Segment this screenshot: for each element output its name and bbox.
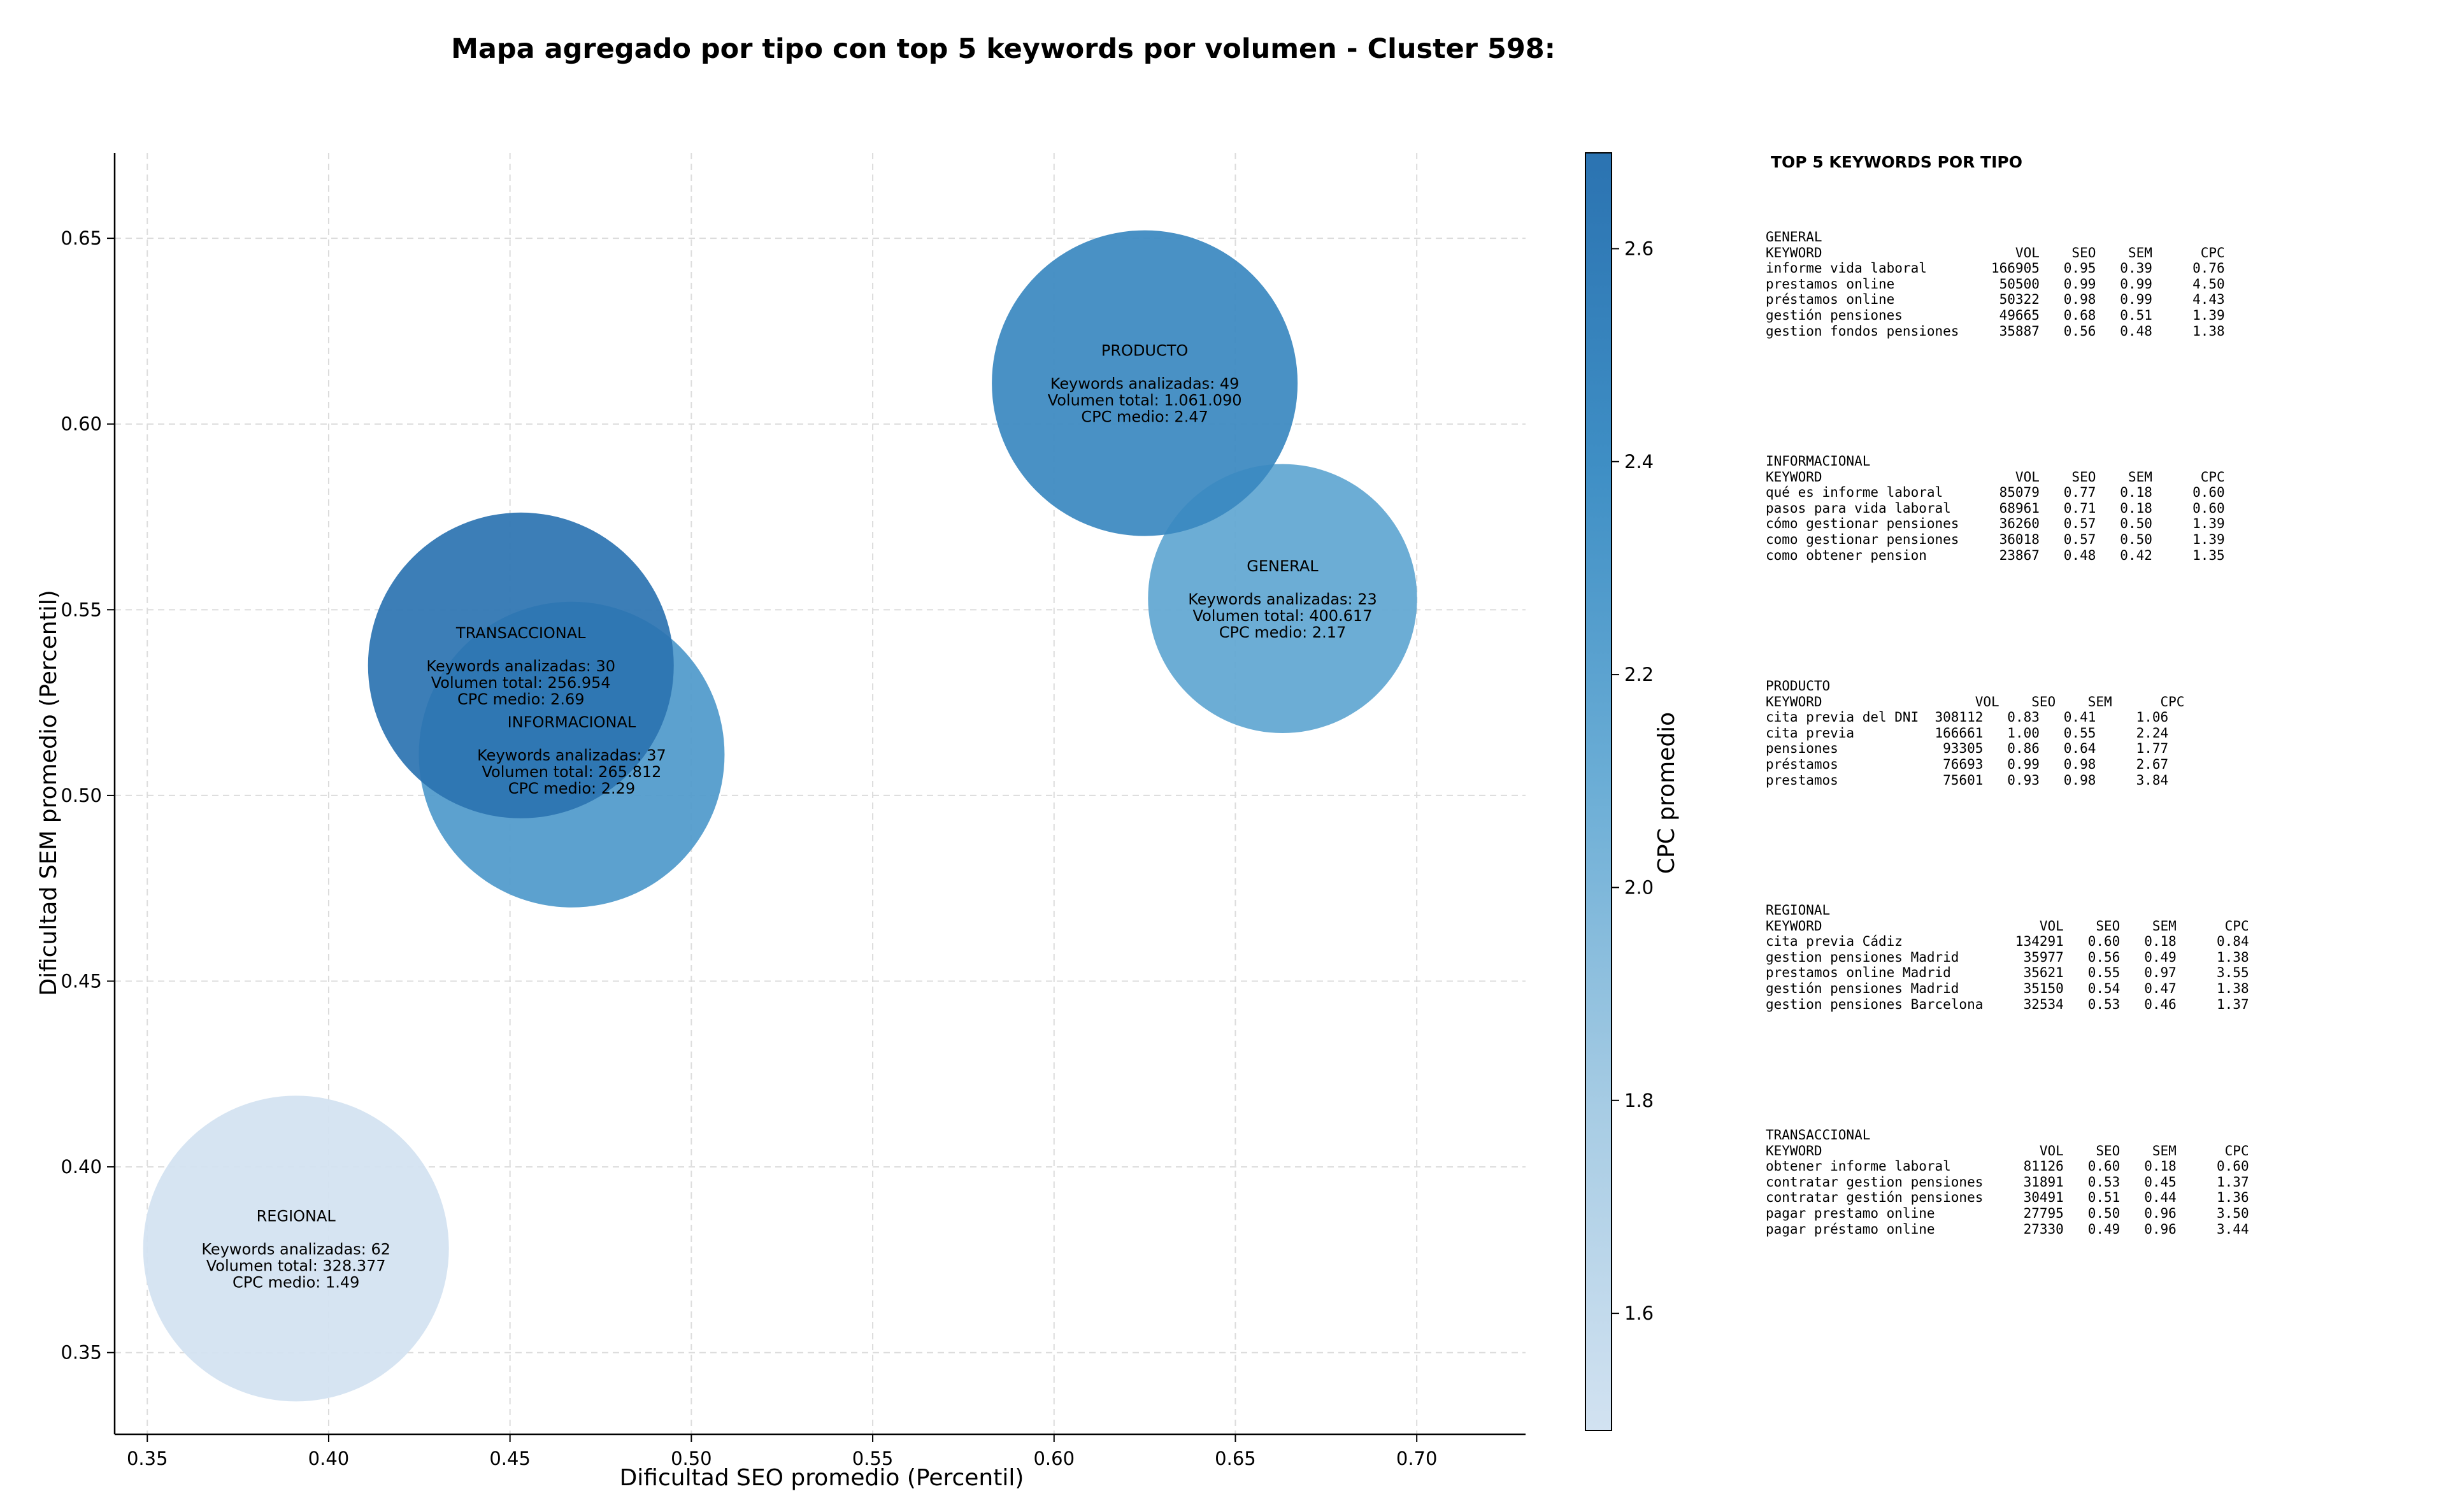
bubble-label-line: CPC medio: 2.47 xyxy=(1081,408,1208,426)
bubble-label-line: Keywords analizadas: 23 xyxy=(1188,590,1377,608)
colorbar-tick-label: 2.2 xyxy=(1624,664,1654,685)
bubble-producto xyxy=(992,230,1298,536)
x-tick-label: 0.55 xyxy=(852,1448,894,1469)
colorbar-tick-label: 2.0 xyxy=(1624,876,1654,898)
bubble-label-line: Keywords analizadas: 37 xyxy=(477,746,666,764)
y-tick-label: 0.35 xyxy=(61,1342,102,1364)
bubble-general xyxy=(1148,464,1417,734)
bubble-transaccional xyxy=(368,512,674,818)
y-tick-label: 0.50 xyxy=(61,785,102,806)
colorbar-label: CPC promedio xyxy=(1654,712,1680,874)
keywords-table-producto: PRODUCTO KEYWORD VOL SEO SEM CPC cita pr… xyxy=(1766,678,2185,788)
panel-heading: TOP 5 KEYWORDS POR TIPO xyxy=(1771,153,2022,171)
bubble-label-line: Keywords analizadas: 30 xyxy=(426,657,615,675)
bubble-label-title: TRANSACCIONAL xyxy=(455,624,586,642)
bubble-label-title: INFORMACIONAL xyxy=(508,713,636,731)
colorbar-tick-label: 1.6 xyxy=(1624,1302,1654,1324)
axes: 0.35 0.40 0.45 0.50 0.55 0.60 0.65 0.70 0.35 0.40… xyxy=(61,153,1526,1469)
keywords-table-general: GENERAL KEYWORD VOL SEO SEM CPC informe … xyxy=(1766,229,2225,339)
bubble-label-line: Volumen total: 1.061.090 xyxy=(1048,392,1242,410)
chart-title: Mapa agregado por tipo con top 5 keyword… xyxy=(451,33,1556,65)
bubble-label-line: Keywords analizadas: 49 xyxy=(1050,375,1240,393)
keywords-table-transaccional: TRANSACCIONAL KEYWORD VOL SEO SEM CPC ob… xyxy=(1766,1127,2249,1237)
y-tick-label: 0.65 xyxy=(61,227,102,249)
colorbar: 1.6 1.8 2.0 2.2 2.4 2.6 xyxy=(1585,152,1654,1431)
colorbar-tick-label: 1.8 xyxy=(1624,1090,1654,1111)
y-tick-label: 0.40 xyxy=(61,1156,102,1178)
x-axis-label: Dificultad SEO promedio (Percentil) xyxy=(620,1465,1024,1491)
y-axis-label: Dificultad SEM promedio (Percentil) xyxy=(36,590,62,996)
bubble-label-title: PRODUCTO xyxy=(1101,342,1188,360)
bubble-label-line: CPC medio: 2.29 xyxy=(508,780,636,797)
x-tick-label: 0.50 xyxy=(671,1448,712,1469)
bubble-label-line: Keywords analizadas: 62 xyxy=(201,1240,390,1258)
keywords-table-informacional: INFORMACIONAL KEYWORD VOL SEO SEM CPC qu… xyxy=(1766,453,2225,563)
x-tick-label: 0.40 xyxy=(308,1448,350,1469)
bubble-label-title: GENERAL xyxy=(1247,557,1319,575)
x-tick-label: 0.45 xyxy=(489,1448,531,1469)
x-tick-label: 0.70 xyxy=(1396,1448,1438,1469)
y-tick-label: 0.60 xyxy=(61,413,102,435)
x-tick-label: 0.65 xyxy=(1215,1448,1256,1469)
colorbar-gradient xyxy=(1585,152,1612,1431)
bubble-label-line: Volumen total: 265.812 xyxy=(482,763,661,781)
bubble-label-line: Volumen total: 256.954 xyxy=(431,674,611,692)
colorbar-tick-label: 2.6 xyxy=(1624,238,1654,259)
bubble-label-line: CPC medio: 2.69 xyxy=(457,690,585,708)
keywords-table-regional: REGIONAL KEYWORD VOL SEO SEM CPC cita pr… xyxy=(1766,902,2249,1012)
colorbar-tick-label: 2.4 xyxy=(1624,451,1654,473)
x-tick-label: 0.60 xyxy=(1033,1448,1075,1469)
x-tick-label: 0.35 xyxy=(127,1448,168,1469)
bubble-label-line: Volumen total: 328.377 xyxy=(206,1257,386,1274)
bubble-label-title: REGIONAL xyxy=(257,1207,336,1225)
bubble-regional xyxy=(143,1095,449,1402)
bubble-label-line: CPC medio: 1.49 xyxy=(232,1273,360,1291)
y-tick-label: 0.55 xyxy=(61,599,102,620)
bubble-label-line: CPC medio: 2.17 xyxy=(1219,624,1347,641)
y-tick-label: 0.45 xyxy=(61,971,102,992)
bubble-label-line: Volumen total: 400.617 xyxy=(1193,607,1373,625)
